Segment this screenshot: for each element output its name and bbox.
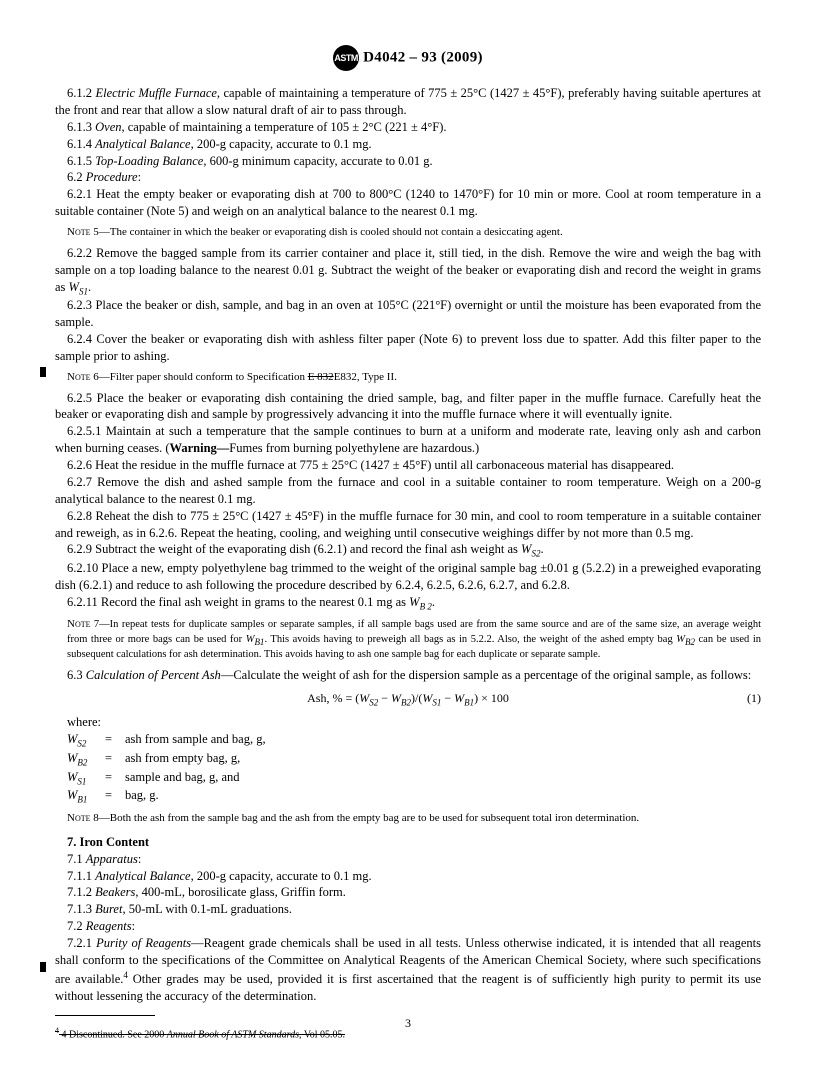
astm-logo: ASTM (333, 45, 359, 71)
para-6-2-5-1: 6.2.5.1 Maintain at such a temperature t… (55, 423, 761, 457)
page-content: ASTMD4042 – 93 (2009) 6.1.2 Electric Muf… (0, 0, 816, 1081)
para-6-2-9: 6.2.9 Subtract the weight of the evapora… (55, 541, 761, 560)
para-6-2-10: 6.2.10 Place a new, empty polyethylene b… (55, 560, 761, 594)
para-6-1-5: 6.1.5 Top-Loading Balance, 600-g minimum… (55, 153, 761, 170)
note-8: Note 8—Both the ash from the sample bag … (67, 811, 761, 826)
where-block: where: WS2=ash from sample and bag, g, W… (67, 714, 761, 805)
para-7-2-1: 7.2.1 Purity of Reagents—Reagent grade c… (55, 935, 761, 1005)
where-label: where: (67, 714, 761, 731)
page-number: 3 (0, 1015, 816, 1031)
para-6-2-5: 6.2.5 Place the beaker or evaporating di… (55, 390, 761, 424)
para-6-2-8: 6.2.8 Reheat the dish to 775 ± 25°C (142… (55, 508, 761, 542)
document-header: ASTMD4042 – 93 (2009) (55, 45, 761, 71)
section-7-heading: 7. Iron Content (55, 834, 761, 851)
para-6-2: 6.2 Procedure: (55, 169, 761, 186)
where-ws2: ash from sample and bag, g, (125, 731, 266, 750)
para-7-1: 7.1 Apparatus: (55, 851, 761, 868)
para-6-2-3: 6.2.3 Place the beaker or dish, sample, … (55, 297, 761, 331)
para-6-3: 6.3 Calculation of Percent Ash—Calculate… (55, 667, 761, 684)
where-ws1: sample and bag, g, and (125, 769, 240, 788)
note-6: Note 6—Filter paper should conform to Sp… (67, 370, 761, 385)
equation-1: Ash, % = (WS2 − WB2)/(WS1 − WB1) × 100 (… (55, 690, 761, 709)
para-7-1-1: 7.1.1 Analytical Balance, 200-g capacity… (55, 868, 761, 885)
para-6-1-2: 6.1.2 Electric Muffle Furnace, capable o… (55, 85, 761, 119)
para-6-2-11: 6.2.11 Record the final ash weight in gr… (55, 594, 761, 613)
note-5: Note 5—The container in which the beaker… (67, 225, 761, 240)
para-7-1-3: 7.1.3 Buret, 50-mL with 0.1-mL graduatio… (55, 901, 761, 918)
para-6-1-3: 6.1.3 Oven, capable of maintaining a tem… (55, 119, 761, 136)
change-bar-icon (40, 367, 46, 377)
where-wb2: ash from empty bag, g, (125, 750, 240, 769)
para-6-1-4: 6.1.4 Analytical Balance, 200-g capacity… (55, 136, 761, 153)
where-wb1: bag, g. (125, 787, 159, 806)
equation-number: (1) (747, 690, 761, 706)
para-6-2-2: 6.2.2 Remove the bagged sample from its … (55, 245, 761, 297)
para-6-2-4: 6.2.4 Cover the beaker or evaporating di… (55, 331, 761, 365)
change-bar-icon (40, 962, 46, 972)
note-7: Note 7—In repeat tests for duplicate sam… (67, 617, 761, 662)
para-6-2-6: 6.2.6 Heat the residue in the muffle fur… (55, 457, 761, 474)
para-6-2-7: 6.2.7 Remove the dish and ashed sample f… (55, 474, 761, 508)
para-7-1-2: 7.1.2 Beakers, 400-mL, borosilicate glas… (55, 884, 761, 901)
standard-number: D4042 – 93 (2009) (363, 49, 483, 65)
para-7-2: 7.2 Reagents: (55, 918, 761, 935)
para-6-2-1: 6.2.1 Heat the empty beaker or evaporati… (55, 186, 761, 220)
